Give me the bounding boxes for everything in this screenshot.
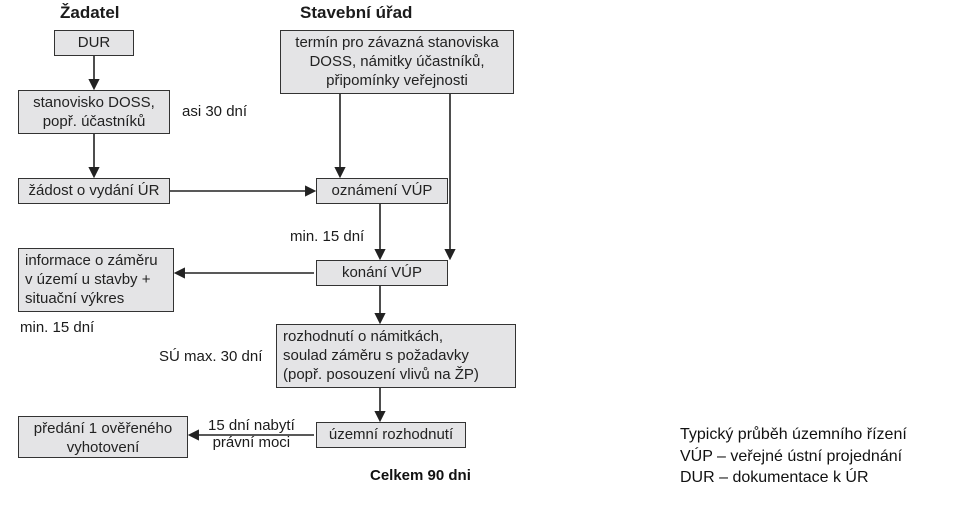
box-rozhodnuti: rozhodnutí o námitkách,soulad záměru s p…: [276, 324, 516, 388]
box-announcement: oznámení VÚP: [316, 178, 448, 204]
side-line-2: VÚP – veřejné ústní projednání: [680, 446, 907, 468]
label-sumax30: SÚ max. 30 dní: [159, 348, 262, 365]
side-line-1: Typický průběh územního řízení: [680, 424, 907, 446]
label-min15-a: min. 15 dní: [290, 228, 364, 245]
label-min15-b: min. 15 dní: [20, 319, 94, 336]
side-legend: Typický průběh územního řízení VÚP – veř…: [680, 424, 907, 489]
box-request: žádost o vydání ÚR: [18, 178, 170, 204]
flowchart-root: Žadatel Stavební úřad DUR stanovisko DOS…: [0, 0, 959, 508]
box-predani: předání 1 ověřenéhovyhotovení: [18, 416, 188, 458]
side-line-3: DUR – dokumentace k ÚR: [680, 467, 907, 489]
box-doss: stanovisko DOSS,popř. účastníků: [18, 90, 170, 134]
box-uzemni: územní rozhodnutí: [316, 422, 466, 448]
box-deadline: termín pro závazná stanoviskaDOSS, námit…: [280, 30, 514, 94]
label-asi30: asi 30 dní: [182, 103, 247, 120]
box-dur: DUR: [54, 30, 134, 56]
box-konani: konání VÚP: [316, 260, 448, 286]
label-celkem: Celkem 90 dni: [370, 467, 471, 484]
label-nabyti: 15 dní nabytíprávní moci: [208, 417, 295, 451]
box-info: informace o záměruv území u stavby +situ…: [18, 248, 174, 312]
header-applicant: Žadatel: [60, 3, 120, 23]
header-office: Stavební úřad: [300, 3, 412, 23]
